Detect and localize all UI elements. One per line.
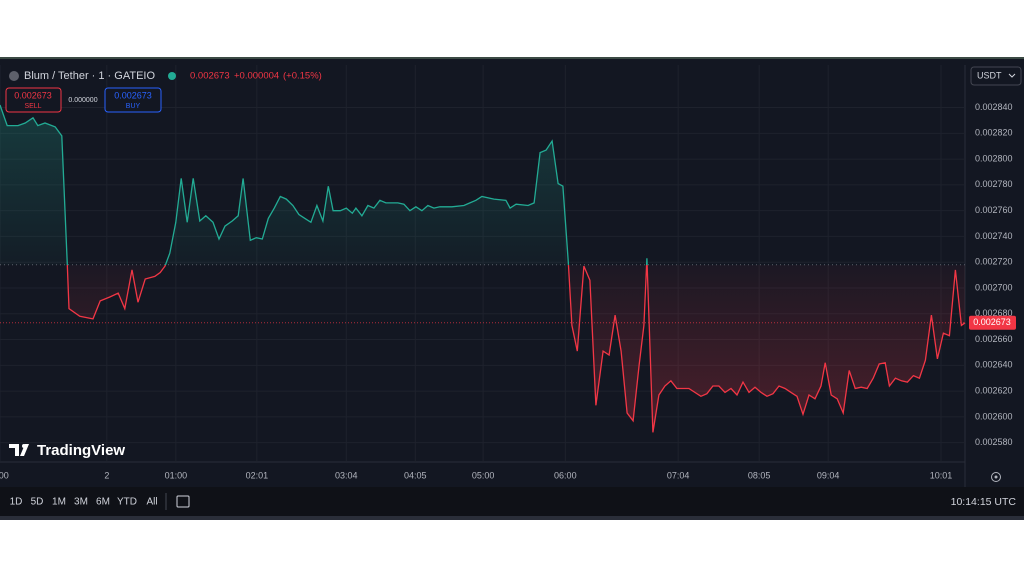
currency[interactable]: USDT bbox=[977, 70, 1002, 80]
y-tick-label: 0.002740 bbox=[975, 231, 1013, 241]
y-tick-label: 0.002760 bbox=[975, 205, 1013, 215]
range-button[interactable]: 1M bbox=[52, 497, 66, 508]
settings-icon[interactable] bbox=[991, 472, 1001, 482]
calendar-icon[interactable] bbox=[176, 495, 190, 508]
y-tick-label: 0.002700 bbox=[975, 282, 1013, 292]
x-tick-label: 01:00 bbox=[165, 470, 188, 480]
x-tick-label: 10:01 bbox=[930, 470, 953, 480]
currency-select[interactable] bbox=[970, 66, 1022, 86]
baseline-area bbox=[0, 105, 965, 433]
change-pct: (+0.15%) bbox=[283, 71, 322, 82]
plot bbox=[0, 65, 966, 462]
x-tick-label: 08:05 bbox=[748, 470, 771, 480]
sell-label[interactable]: SELL bbox=[24, 103, 41, 110]
x-tick-label: 02:01 bbox=[246, 470, 269, 480]
sell-button[interactable] bbox=[5, 87, 62, 113]
change: +0.000004 bbox=[234, 71, 279, 82]
dropdown-arrow bbox=[1008, 73, 1016, 78]
y-tick-label: 0.002720 bbox=[975, 257, 1013, 267]
y-tick-label: 0.002780 bbox=[975, 179, 1013, 189]
x-tick-label: 2 bbox=[104, 470, 109, 480]
last-price: 0.002673 bbox=[190, 71, 230, 82]
x-tick-label: 06:00 bbox=[554, 470, 577, 480]
x-tick-label: 03:04 bbox=[335, 470, 358, 480]
range-button[interactable]: 5D bbox=[31, 497, 44, 508]
y-tick-label: 0.002820 bbox=[975, 128, 1013, 138]
status-dot bbox=[168, 72, 176, 80]
y-tick-label: 0.002660 bbox=[975, 334, 1013, 344]
symbol-icon bbox=[9, 71, 19, 81]
x-tick-label: 09:04 bbox=[817, 470, 840, 480]
clock: 10:14:15 UTC bbox=[951, 496, 1017, 508]
logo: TradingView bbox=[37, 442, 125, 459]
toolbar-edge bbox=[0, 516, 1024, 520]
x-tick-label: 05:00 bbox=[472, 470, 495, 480]
y-tick-label: 0.002640 bbox=[975, 360, 1013, 370]
range-button[interactable]: YTD bbox=[117, 497, 137, 508]
buy-button[interactable] bbox=[104, 87, 162, 113]
spread: 0.000000 bbox=[68, 97, 97, 104]
x-tick-label: 0:00 bbox=[0, 470, 9, 480]
y-tick-label: 0.002680 bbox=[975, 308, 1013, 318]
last-price-tag bbox=[969, 315, 1016, 330]
buy-label[interactable]: BUY bbox=[126, 103, 141, 110]
price-line bbox=[0, 104, 966, 433]
y-tick-label: 0.002580 bbox=[975, 437, 1013, 447]
y-tick-label: 0.002800 bbox=[975, 153, 1013, 163]
x-tick-label: 04:05 bbox=[404, 470, 427, 480]
range-buttons: 1D 5D 1M 3M 6M YTD All bbox=[10, 497, 158, 508]
x-tick-label: 07:04 bbox=[667, 470, 690, 480]
range-button[interactable]: 1D bbox=[10, 497, 23, 508]
range-button[interactable]: All bbox=[146, 497, 157, 508]
logo-dot bbox=[22, 444, 26, 448]
y-tick-label: 0.002620 bbox=[975, 385, 1013, 395]
range-button[interactable]: 3M bbox=[74, 497, 88, 508]
toolbar bbox=[0, 487, 1024, 516]
symbol: Blum / Tether · 1 · GATEIO bbox=[24, 70, 155, 82]
settings-dot bbox=[994, 475, 998, 479]
y-tick-label: 0.002600 bbox=[975, 411, 1013, 421]
last-price-label: 0.002673 bbox=[973, 317, 1011, 327]
sell-price[interactable]: 0.002673 bbox=[14, 90, 52, 100]
y-tick-label: 0.002840 bbox=[975, 102, 1013, 112]
buy-price[interactable]: 0.002673 bbox=[114, 90, 152, 100]
range-button[interactable]: 6M bbox=[96, 497, 110, 508]
